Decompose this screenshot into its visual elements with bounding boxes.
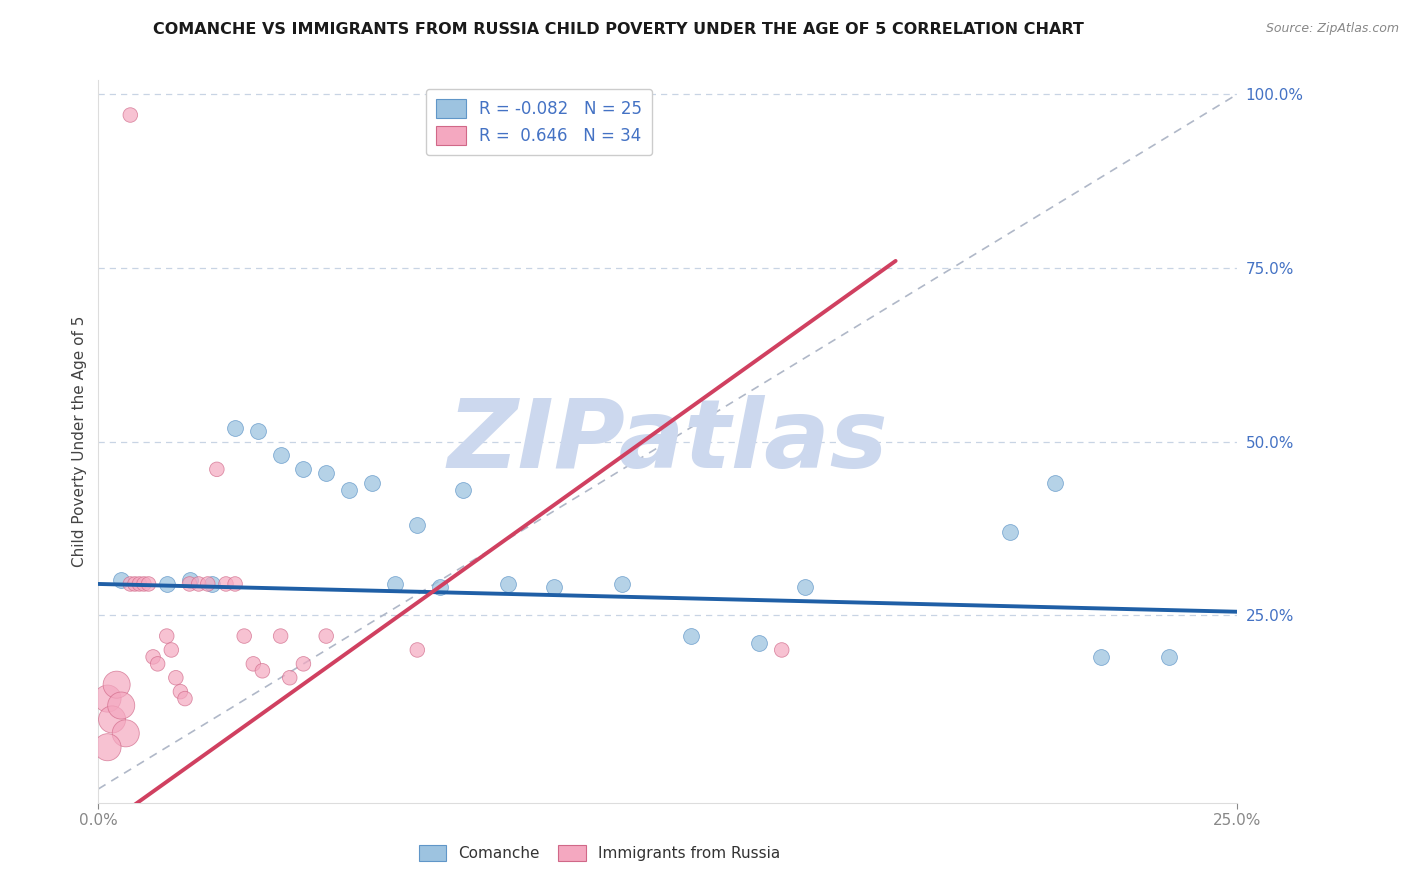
Point — [292, 657, 315, 671]
Point — [748, 636, 770, 650]
Point — [215, 577, 238, 591]
Point — [1043, 476, 1066, 491]
Point — [169, 684, 191, 698]
Point — [543, 581, 565, 595]
Point — [101, 713, 124, 727]
Point — [998, 524, 1021, 539]
Point — [252, 664, 274, 678]
Point — [224, 577, 246, 591]
Point — [337, 483, 360, 498]
Point — [233, 629, 256, 643]
Point — [128, 577, 150, 591]
Point — [179, 574, 201, 588]
Point — [612, 577, 634, 591]
Point — [384, 577, 406, 591]
Text: Source: ZipAtlas.com: Source: ZipAtlas.com — [1265, 22, 1399, 36]
Point — [142, 649, 165, 664]
Point — [242, 657, 264, 671]
Point — [205, 462, 228, 476]
Point — [179, 577, 201, 591]
Point — [156, 629, 179, 643]
Point — [160, 643, 183, 657]
Point — [429, 581, 451, 595]
Point — [146, 657, 169, 671]
Point — [120, 577, 142, 591]
Point — [770, 643, 793, 657]
Point — [124, 577, 146, 591]
Point — [451, 483, 474, 498]
Point — [132, 577, 155, 591]
Y-axis label: Child Poverty Under the Age of 5: Child Poverty Under the Age of 5 — [72, 316, 87, 567]
Point — [1157, 649, 1180, 664]
Point — [1090, 649, 1112, 664]
Point — [110, 698, 132, 713]
Point — [679, 629, 702, 643]
Point — [793, 581, 815, 595]
Point — [96, 691, 118, 706]
Point — [201, 577, 224, 591]
Text: ZIPatlas: ZIPatlas — [447, 395, 889, 488]
Text: COMANCHE VS IMMIGRANTS FROM RUSSIA CHILD POVERTY UNDER THE AGE OF 5 CORRELATION : COMANCHE VS IMMIGRANTS FROM RUSSIA CHILD… — [153, 22, 1084, 37]
Point — [246, 424, 269, 438]
Point — [120, 108, 142, 122]
Point — [498, 577, 520, 591]
Point — [406, 517, 429, 532]
Point — [96, 740, 118, 755]
Point — [187, 577, 209, 591]
Point — [105, 678, 128, 692]
Point — [174, 691, 197, 706]
Point — [315, 629, 337, 643]
Point — [406, 643, 429, 657]
Point — [138, 577, 160, 591]
Point — [224, 420, 246, 434]
Point — [292, 462, 315, 476]
Legend: Comanche, Immigrants from Russia: Comanche, Immigrants from Russia — [412, 839, 786, 867]
Point — [114, 726, 136, 740]
Point — [270, 629, 292, 643]
Point — [197, 577, 219, 591]
Point — [315, 466, 337, 480]
Point — [110, 574, 132, 588]
Point — [270, 449, 292, 463]
Point — [165, 671, 187, 685]
Point — [360, 476, 382, 491]
Point — [278, 671, 301, 685]
Point — [156, 577, 179, 591]
